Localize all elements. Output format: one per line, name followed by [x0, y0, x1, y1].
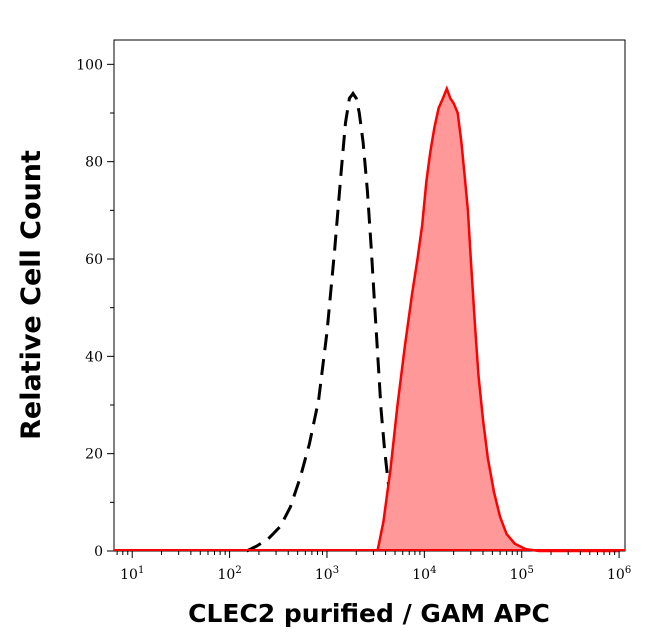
tick-label-layer: 101 102 103 104 105 106 0 20 40 60 80 100 [76, 57, 631, 583]
y-tick-label: 100 [76, 57, 103, 73]
y-tick-label: 60 [85, 252, 103, 268]
x-tick-label: 106 [607, 565, 631, 583]
y-tick-label: 0 [94, 544, 103, 560]
x-tick-label: 105 [510, 565, 534, 583]
x-tick-label: 103 [315, 565, 339, 583]
plot-frame [113, 39, 626, 552]
series-layer [114, 85, 625, 553]
x-tick-label: 101 [120, 565, 144, 583]
y-tick-label: 40 [85, 349, 103, 365]
tick-layer [107, 63, 620, 558]
stained-histogram-line [376, 85, 620, 553]
x-tick-label: 102 [217, 565, 241, 583]
y-tick-label: 20 [85, 447, 103, 463]
control-histogram-line [246, 90, 408, 553]
x-tick-label: 104 [412, 565, 436, 583]
y-tick-label: 80 [85, 155, 103, 171]
x-axis-title: CLEC2 purified / GAM APC [188, 599, 550, 628]
y-axis-title: Relative Cell Count [16, 150, 47, 440]
stained-area-fill [377, 88, 620, 551]
